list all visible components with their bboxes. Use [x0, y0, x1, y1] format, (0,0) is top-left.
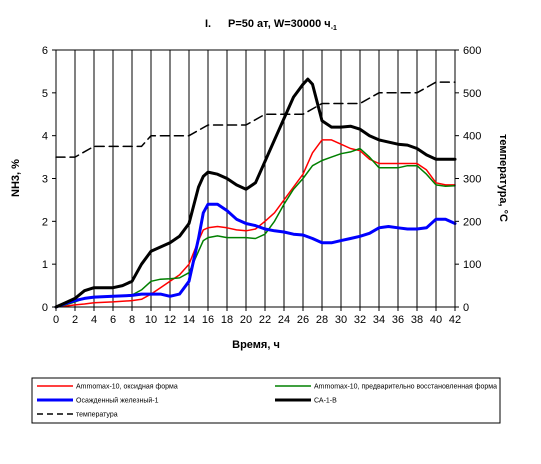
- y-left-tick-label: 0: [42, 302, 48, 314]
- y-left-tick-label: 2: [42, 216, 48, 228]
- x-tick-label: 30: [335, 314, 347, 326]
- y-right-tick-label: 400: [463, 131, 481, 143]
- y-left-tick-label: 1: [42, 259, 48, 271]
- x-tick-label: 16: [202, 314, 214, 326]
- x-tick-label: 2: [72, 314, 78, 326]
- y-axis-left-label: NH3, %: [10, 159, 22, 197]
- x-tick-label: 8: [129, 314, 135, 326]
- y-right-tick-label: 600: [463, 45, 481, 57]
- x-tick-label: 32: [354, 314, 366, 326]
- legend-label: температура: [76, 412, 118, 419]
- x-tick-label: 10: [145, 314, 157, 326]
- legend-box: [31, 377, 501, 424]
- legend-label: Ammomax-10, оксидная форма: [76, 384, 178, 391]
- right-axis: 0 100 200 300 400 500 600: [455, 45, 481, 314]
- plot-frame: [55, 49, 456, 308]
- x-tick-label: 42: [449, 314, 461, 326]
- series-line-1: [55, 139, 456, 308]
- bottom-axis: 0 2 4 6 8 10 12 14 16 18 20 22 24 26 28 30 32 34 36 38 40 42: [53, 307, 461, 326]
- y-left-tick-label: 6: [42, 45, 48, 57]
- x-tick-label: 22: [259, 314, 271, 326]
- x-tick-label: 34: [373, 314, 385, 326]
- legend-label: Осажденный железный-1: [76, 397, 159, 405]
- x-tick-label: 0: [53, 314, 59, 326]
- legend-label: Ammomax-10, предварительно восстановленн…: [314, 384, 497, 391]
- chart-title: I. P=50 ат, W=30000 ч-1: [205, 18, 337, 32]
- x-tick-label: 36: [392, 314, 404, 326]
- y-left-tick-label: 3: [42, 174, 48, 186]
- series-layer: [54, 77, 457, 309]
- series-line-4: [54, 77, 457, 309]
- x-tick-label: 26: [297, 314, 309, 326]
- chart-title-main: P=50 ат, W=30000 ч: [228, 18, 331, 30]
- x-tick-label: 38: [411, 314, 423, 326]
- y-right-tick-label: 300: [463, 174, 481, 186]
- legend: Ammomax-10, оксидная форма Ammomax-10, пр…: [31, 377, 501, 424]
- x-tick-label: 40: [430, 314, 442, 326]
- legend-label: СА-1-В: [314, 398, 337, 405]
- x-tick-label: 4: [91, 314, 97, 326]
- series-line-2: [55, 147, 456, 308]
- x-tick-label: 24: [278, 314, 290, 326]
- y-left-tick-label: 4: [42, 131, 48, 143]
- chart-title-superscript: -1: [331, 25, 337, 32]
- series-line-3: [54, 202, 457, 309]
- grid: [55, 50, 456, 307]
- y-left-tick-label: 5: [42, 88, 48, 100]
- y-axis-right-label: температура, °С: [497, 134, 509, 222]
- chart-title-prefix: I.: [205, 18, 211, 30]
- y-right-tick-label: 500: [463, 88, 481, 100]
- chart-title-text: P=50 ат, W=30000 ч-1: [228, 18, 337, 32]
- y-right-tick-label: 0: [463, 302, 469, 314]
- x-axis-label: Время, ч: [232, 339, 280, 351]
- x-tick-label: 12: [164, 314, 176, 326]
- left-axis: 0 1 2 3 4 5 6: [42, 45, 56, 314]
- x-tick-label: 18: [221, 314, 233, 326]
- x-tick-label: 20: [240, 314, 252, 326]
- series-line-5: [55, 81, 456, 158]
- x-tick-label: 14: [183, 314, 195, 326]
- x-tick-label: 6: [110, 314, 116, 326]
- x-tick-label: 28: [316, 314, 328, 326]
- y-right-tick-label: 100: [463, 259, 481, 271]
- y-right-tick-label: 200: [463, 216, 481, 228]
